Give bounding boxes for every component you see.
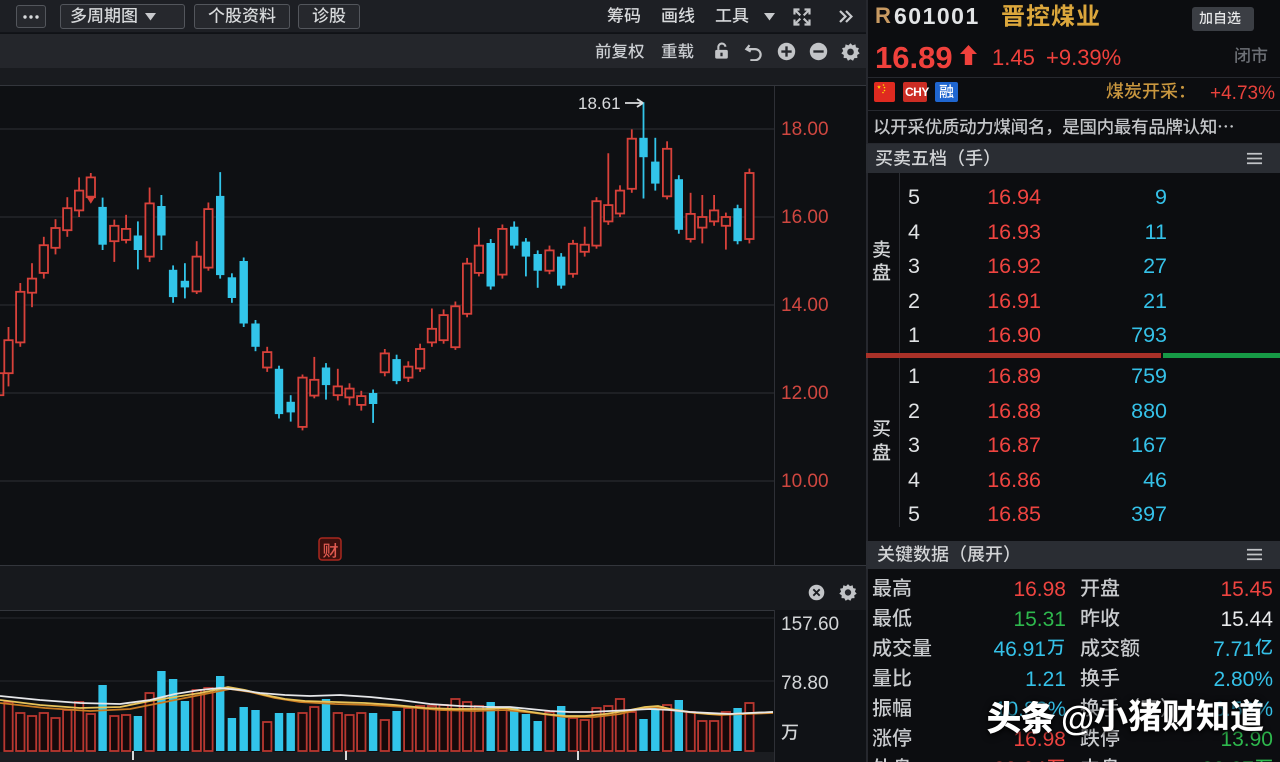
svg-text:18.61: 18.61 xyxy=(578,94,621,113)
